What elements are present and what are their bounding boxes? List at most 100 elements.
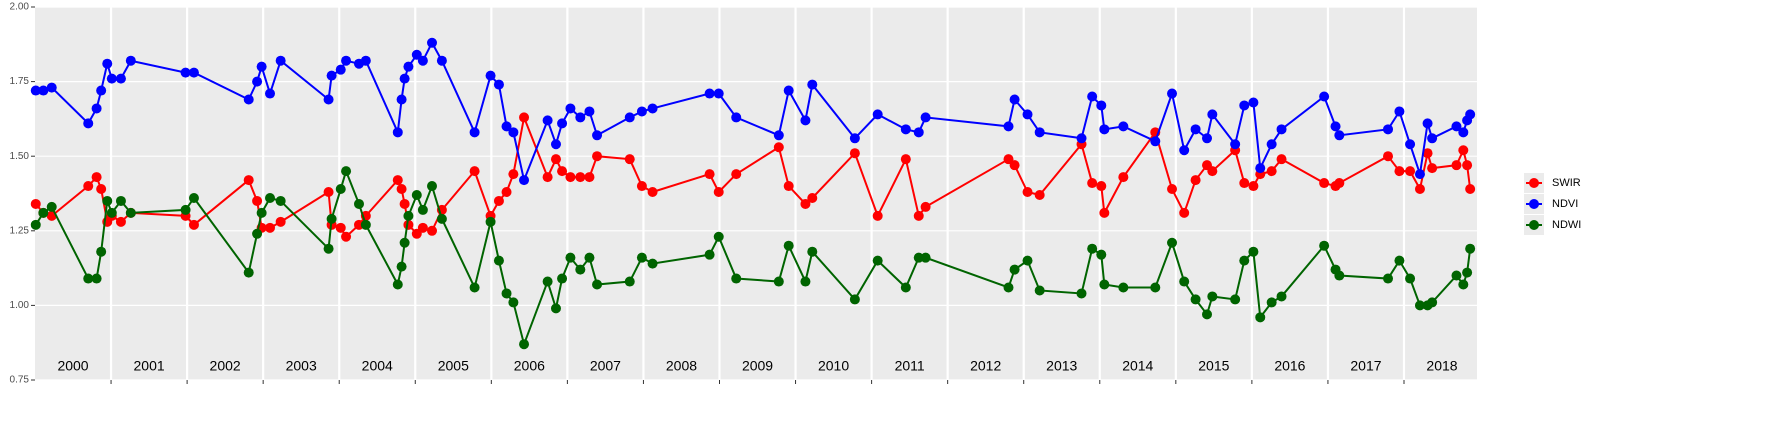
point: [1248, 246, 1259, 257]
point: [403, 210, 414, 221]
year-label: 2014: [1122, 358, 1153, 374]
point: [1276, 124, 1287, 135]
point: [1414, 184, 1425, 195]
point: [542, 276, 553, 287]
point: [1009, 160, 1020, 171]
point: [519, 112, 530, 123]
point: [575, 172, 586, 183]
point: [1334, 270, 1345, 281]
point: [427, 225, 438, 236]
point: [783, 240, 794, 251]
year-label: 2012: [970, 358, 1001, 374]
panel: [35, 7, 1477, 380]
point: [1190, 294, 1201, 305]
point: [1427, 133, 1438, 144]
point: [252, 76, 263, 87]
point: [1239, 100, 1250, 111]
point: [1230, 139, 1241, 150]
point: [773, 130, 784, 141]
point: [1394, 106, 1405, 117]
point: [550, 139, 561, 150]
point: [1003, 121, 1014, 132]
point: [399, 73, 410, 84]
year-label: 2000: [57, 358, 88, 374]
point: [636, 181, 647, 192]
point: [256, 61, 267, 72]
point: [1276, 154, 1287, 165]
point: [1383, 273, 1394, 284]
point: [115, 216, 126, 227]
point: [501, 187, 512, 198]
point: [392, 127, 403, 138]
year-label: 2005: [438, 358, 469, 374]
point: [485, 70, 496, 81]
point: [96, 85, 107, 96]
point: [519, 339, 530, 350]
point: [38, 207, 49, 218]
point: [335, 64, 346, 75]
point: [1465, 184, 1476, 195]
point: [326, 213, 337, 224]
point: [1096, 249, 1107, 260]
point: [91, 172, 102, 183]
point: [1022, 255, 1033, 266]
point: [636, 106, 647, 117]
point: [436, 55, 447, 66]
point: [275, 216, 286, 227]
point: [188, 192, 199, 203]
point: [920, 201, 931, 212]
point: [713, 231, 724, 242]
point: [96, 184, 107, 195]
point: [243, 175, 254, 186]
point: [508, 127, 519, 138]
point: [519, 175, 530, 186]
point: [1266, 297, 1277, 308]
point: [542, 172, 553, 183]
point: [624, 276, 635, 287]
point: [125, 55, 136, 66]
point: [1383, 151, 1394, 162]
point: [1458, 127, 1469, 138]
year-label: 2015: [1198, 358, 1229, 374]
point: [427, 37, 438, 48]
point: [565, 103, 576, 114]
point: [501, 288, 512, 299]
point: [417, 55, 428, 66]
y-tick-label: 1.75: [10, 76, 30, 87]
point: [1087, 243, 1098, 254]
year-label: 2008: [666, 358, 697, 374]
point: [1276, 291, 1287, 302]
point: [1319, 240, 1330, 251]
legend-point: [1529, 199, 1539, 209]
year-label: 2003: [286, 358, 317, 374]
point: [647, 103, 658, 114]
point: [341, 55, 352, 66]
point: [849, 148, 860, 159]
point: [1167, 237, 1178, 248]
point: [326, 70, 337, 81]
point: [1087, 178, 1098, 189]
point: [1087, 91, 1098, 102]
point: [115, 73, 126, 84]
point: [584, 106, 595, 117]
point: [323, 94, 334, 105]
point: [565, 252, 576, 263]
point: [550, 154, 561, 165]
point: [243, 94, 254, 105]
point: [713, 187, 724, 198]
point: [1451, 160, 1462, 171]
point: [180, 204, 191, 215]
point: [773, 142, 784, 153]
point: [1319, 91, 1330, 102]
point: [30, 219, 41, 230]
point: [783, 85, 794, 96]
year-label: 2010: [818, 358, 849, 374]
point: [704, 88, 715, 99]
point: [1022, 187, 1033, 198]
point: [1255, 163, 1266, 174]
point: [1462, 160, 1473, 171]
point: [30, 198, 41, 209]
point: [265, 192, 276, 203]
point: [469, 282, 480, 293]
point: [265, 222, 276, 233]
